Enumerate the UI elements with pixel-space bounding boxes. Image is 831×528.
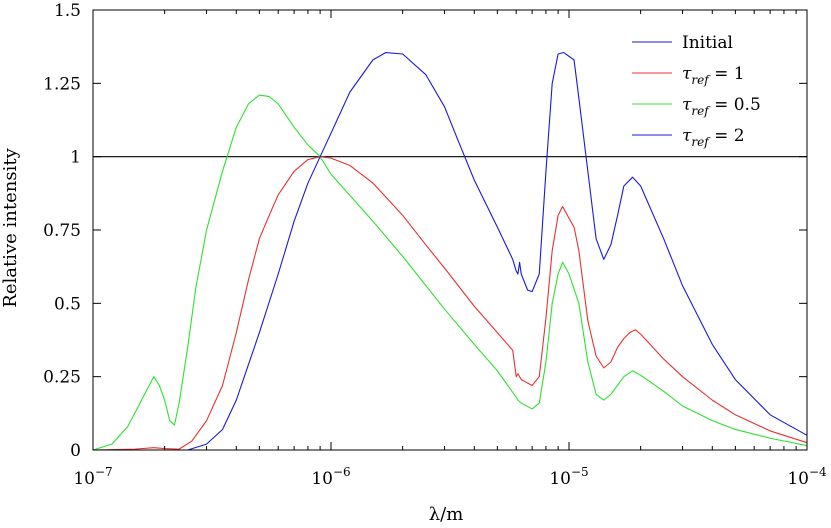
x-tick-label: 10−4 [787,465,827,489]
legend-label-1: τref = 1 [682,64,745,87]
y-tick-label: 0.75 [43,221,81,241]
x-tick-label: 10−6 [311,465,350,489]
y-tick-label: 1.25 [43,74,81,94]
y-tick-label: 0.5 [54,294,81,314]
x-tick-label: 10−5 [549,465,588,489]
x-axis-label: λ/m [429,504,464,525]
y-tick-label: 1 [70,148,81,168]
x-axis-ticks: 10−7 10−6 10−5 10−4 [73,10,827,489]
legend-label-2: τref = 0.5 [682,95,761,118]
y-tick-label: 0 [70,441,81,461]
y-tick-label: 1.5 [54,1,81,21]
legend-label-0: Initial [682,33,733,53]
series-line-2 [92,94,808,451]
legend: Initial τref = 1 τref = 0.5 τref = 2 [632,33,761,149]
series-line-1 [92,156,808,451]
y-tick-label: 0.25 [43,368,81,388]
plot-lines [92,51,808,451]
y-axis-label: Relative intensity [0,147,21,307]
y-axis-ticks: 0 0.25 0.5 0.75 1 1.25 1.5 [43,1,807,461]
series-line-3 [93,51,808,451]
x-tick-label: 10−7 [73,465,112,489]
legend-label-3: τref = 2 [682,126,745,149]
